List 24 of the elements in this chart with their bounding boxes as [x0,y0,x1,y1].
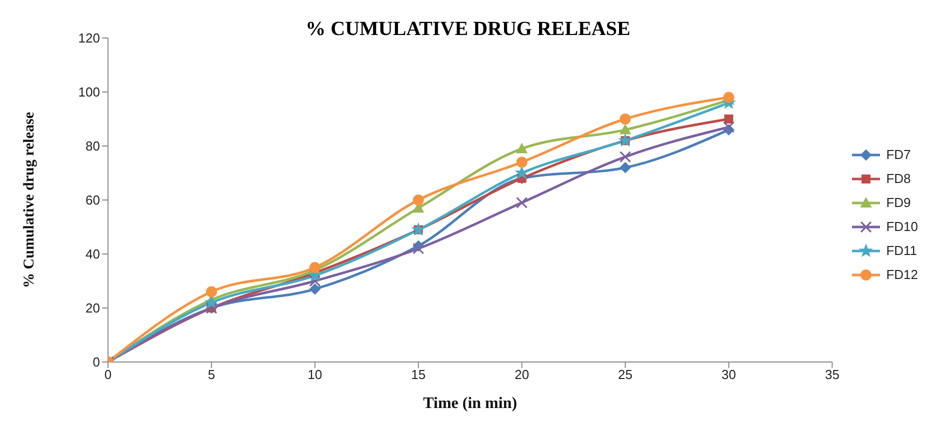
y-tick-label: 20 [86,300,100,316]
y-tick-label: 0 [92,354,100,370]
chart-title: % CUMULATIVE DRUG RELEASE [304,18,632,41]
x-axis-title: Time (in min) [423,395,518,412]
y-tick-label: 60 [86,192,100,208]
x-tick-label: 5 [208,367,216,382]
x-tick-label: 0 [104,367,112,382]
y-tick-label: 40 [86,246,100,262]
legend-label: FD8 [886,170,911,188]
legend-label: FD9 [886,194,911,212]
x-tick-label: 15 [411,367,426,382]
legend-label: FD11 [886,242,918,260]
x-tick-label: 35 [824,367,840,382]
legend-label: FD7 [886,146,911,164]
y-tick-label: 80 [86,138,100,154]
y-tick-label: 100 [78,84,100,100]
x-tick-label: 10 [308,367,322,382]
x-tick-label: 25 [618,367,633,382]
y-axis-title: % Cumulative drug release [21,112,38,288]
x-tick-label: 30 [722,367,736,382]
y-tick-label: 120 [78,30,100,46]
legend-label: FD10 [886,218,918,236]
x-tick-label: 20 [514,367,530,382]
legend-label: FD12 [886,266,918,284]
